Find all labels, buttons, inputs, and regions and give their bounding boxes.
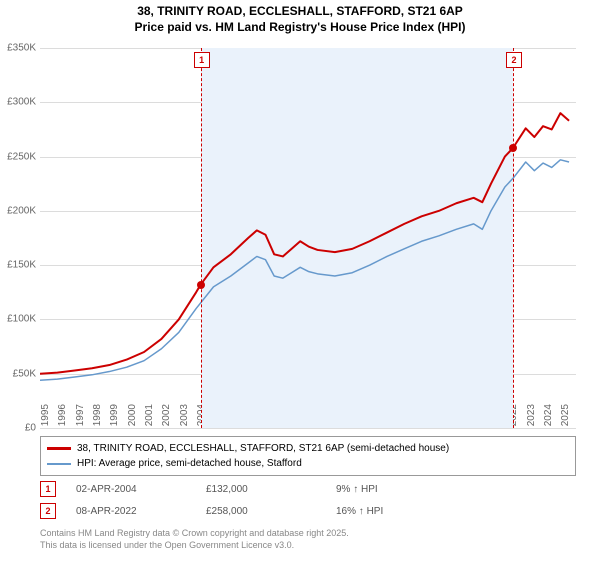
sale-row: 1 02-APR-2004 £132,000 9% ↑ HPI <box>40 478 576 500</box>
y-axis-label: £150K <box>7 260 36 271</box>
y-axis-label: £50K <box>13 368 36 379</box>
title-line-1: 38, TRINITY ROAD, ECCLESHALL, STAFFORD, … <box>0 4 600 20</box>
sales-table: 1 02-APR-2004 £132,000 9% ↑ HPI 2 08-APR-2022… <box>40 478 576 522</box>
sale-dot <box>509 144 517 152</box>
sale-date: 02-APR-2004 <box>76 484 186 495</box>
sale-delta: 16% ↑ HPI <box>336 506 446 517</box>
legend-swatch <box>47 447 71 450</box>
sale-price: £132,000 <box>206 484 316 495</box>
legend-label: 38, TRINITY ROAD, ECCLESHALL, STAFFORD, … <box>77 441 449 456</box>
y-axis-label: £200K <box>7 205 36 216</box>
legend-item: 38, TRINITY ROAD, ECCLESHALL, STAFFORD, … <box>47 441 569 456</box>
sale-marker-badge: 2 <box>506 52 522 68</box>
sale-dot <box>197 281 205 289</box>
series-property-price <box>40 113 569 374</box>
sale-row-badge: 1 <box>40 481 56 497</box>
chart-title: 38, TRINITY ROAD, ECCLESHALL, STAFFORD, … <box>0 4 600 35</box>
legend-label: HPI: Average price, semi-detached house,… <box>77 456 302 471</box>
sale-marker-line <box>513 48 514 428</box>
sale-marker-badge: 1 <box>194 52 210 68</box>
legend-swatch <box>47 463 71 465</box>
sale-row-badge: 2 <box>40 503 56 519</box>
attribution-text: Contains HM Land Registry data © Crown c… <box>40 528 576 551</box>
attribution-line-2: This data is licensed under the Open Gov… <box>40 540 576 552</box>
y-axis-label: £100K <box>7 314 36 325</box>
y-axis-label: £0 <box>25 423 36 434</box>
sale-delta: 9% ↑ HPI <box>336 484 446 495</box>
sale-row: 2 08-APR-2022 £258,000 16% ↑ HPI <box>40 500 576 522</box>
series-hpi <box>40 160 569 380</box>
attribution-line-1: Contains HM Land Registry data © Crown c… <box>40 528 576 540</box>
title-line-2: Price paid vs. HM Land Registry's House … <box>0 20 600 36</box>
y-axis-label: £300K <box>7 97 36 108</box>
chart-plot-area: £0£50K£100K£150K£200K£250K£300K£350K1995… <box>40 48 576 428</box>
sale-date: 08-APR-2022 <box>76 506 186 517</box>
legend-box: 38, TRINITY ROAD, ECCLESHALL, STAFFORD, … <box>40 436 576 476</box>
legend-item: HPI: Average price, semi-detached house,… <box>47 456 569 471</box>
sale-marker-line <box>201 48 202 428</box>
y-axis-label: £250K <box>7 151 36 162</box>
y-axis-label: £350K <box>7 43 36 54</box>
series-svg <box>40 48 576 428</box>
sale-price: £258,000 <box>206 506 316 517</box>
